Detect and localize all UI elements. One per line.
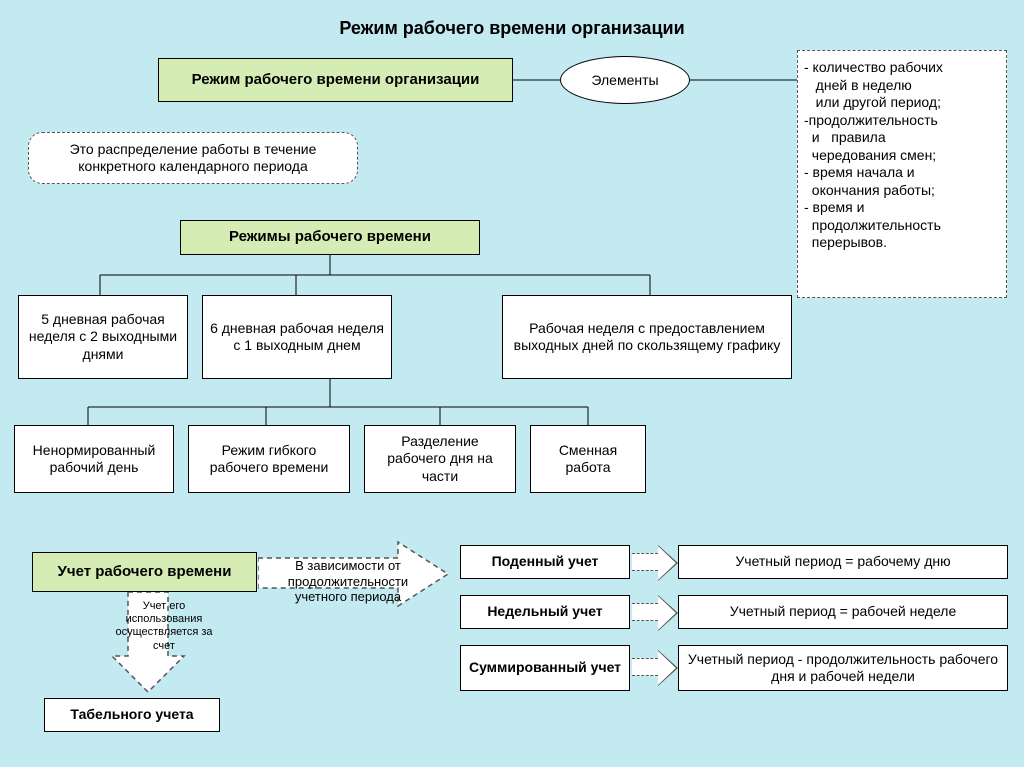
row1-5day: 5 дневная рабочая неделя с 2 выходными д… — [18, 295, 188, 379]
row2-flex: Режим гибкого рабочего времени — [188, 425, 350, 493]
accounting-depends: В зависимости от продолжительности учетн… — [266, 558, 430, 605]
row2-shift: Сменная работа — [530, 425, 646, 493]
elements-list: - количество рабочих дней в неделю или д… — [797, 50, 1007, 298]
acct-daily: Поденный учет — [460, 545, 630, 579]
definition-box: Это распределение работы в течение конкр… — [28, 132, 358, 184]
arrow-daily-icon — [632, 553, 658, 571]
elements-ellipse: Элементы — [560, 56, 690, 104]
arrow-sum-icon — [632, 658, 658, 676]
row1-sliding: Рабочая неделя с предоставлением выходны… — [502, 295, 792, 379]
acct-weekly: Недельный учет — [460, 595, 630, 629]
desc-daily: Учетный период = рабочему дню — [678, 545, 1008, 579]
row2-split: Разделение рабочего дня на части — [364, 425, 516, 493]
tabel-box: Табельного учета — [44, 698, 220, 732]
accounting-note: Учет его использования осуществляется за… — [104, 600, 224, 653]
acct-sum: Суммированный учет — [460, 645, 630, 691]
header-box: Режим рабочего времени организации — [158, 58, 513, 102]
row1-6day: 6 дневная рабочая неделя с 1 выходным дн… — [202, 295, 392, 379]
page-title: Режим рабочего времени организации — [0, 18, 1024, 39]
modes-title: Режимы рабочего времени — [180, 220, 480, 255]
desc-weekly: Учетный период = рабочей неделе — [678, 595, 1008, 629]
accounting-title: Учет рабочего времени — [32, 552, 257, 592]
row2-irregular: Ненормированный рабочий день — [14, 425, 174, 493]
arrow-weekly-icon — [632, 603, 658, 621]
desc-sum: Учетный период - продолжительность рабоч… — [678, 645, 1008, 691]
